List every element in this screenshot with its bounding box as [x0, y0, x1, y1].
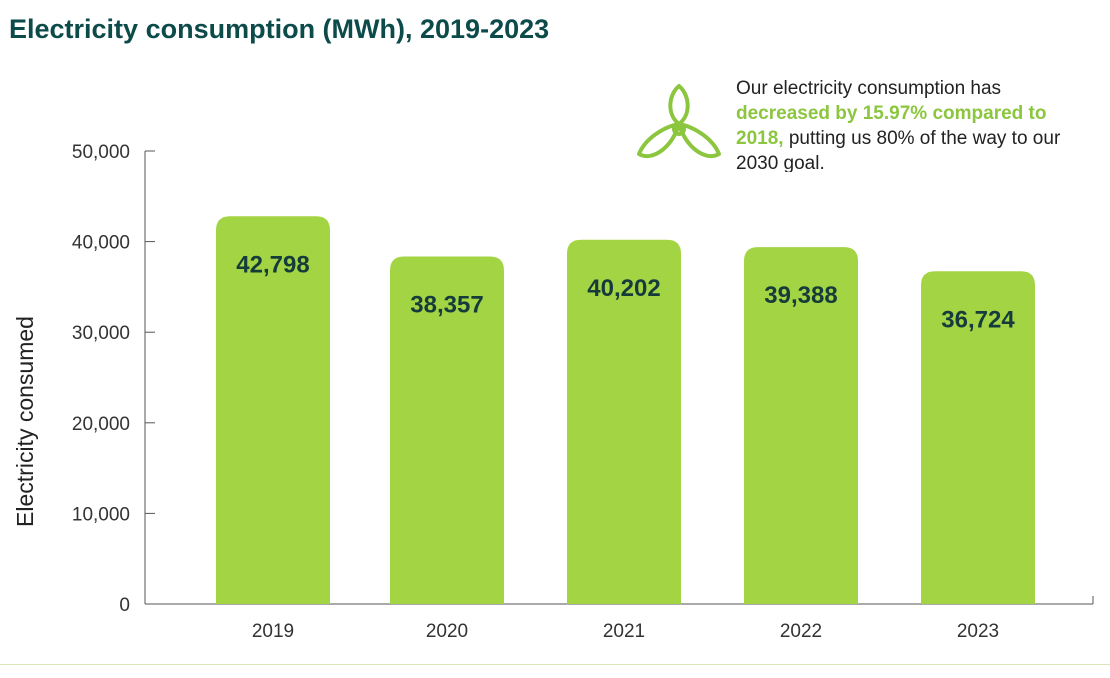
- callout-line1: Our electricity consumption has: [736, 78, 1002, 99]
- y-tick-label: 10,000: [72, 504, 130, 525]
- callout-highlight: decreased by 15.97% compared to 2018,: [736, 103, 1047, 149]
- y-tick-label: 40,000: [72, 233, 130, 254]
- chart-title: Electricity consumption (MWh), 2019-2023: [9, 14, 550, 44]
- x-tick-label: 2020: [426, 621, 468, 642]
- callout-line2: putting us 80% of the way to our 2030 go…: [736, 128, 1061, 172]
- x-tick-label: 2023: [957, 621, 999, 642]
- bar-value-label: 40,202: [587, 275, 660, 302]
- y-tick-label: 0: [119, 595, 130, 616]
- bar-value-label: 36,724: [941, 306, 1015, 333]
- bar-2019: [216, 216, 330, 604]
- bar-2023: [921, 271, 1035, 604]
- x-tick-label: 2021: [603, 621, 645, 642]
- y-tick-label: 50,000: [72, 142, 130, 163]
- bar-2021: [567, 239, 681, 604]
- x-tick-label: 2022: [780, 621, 822, 642]
- y-tick-label: 30,000: [72, 323, 130, 344]
- bar-value-label: 42,798: [236, 251, 309, 278]
- bar-2020: [390, 256, 504, 604]
- bar-2022: [744, 247, 858, 604]
- y-axis-title: Electricity consumed: [12, 316, 38, 527]
- footer-divider: [0, 664, 1110, 665]
- y-tick-label: 20,000: [72, 414, 130, 435]
- bar-value-label: 38,357: [410, 291, 483, 318]
- fan-icon: [637, 84, 721, 158]
- callout-text: Our electricity consumption has decrease…: [736, 76, 1086, 172]
- bar-value-label: 39,388: [764, 282, 837, 309]
- x-tick-label: 2019: [252, 621, 294, 642]
